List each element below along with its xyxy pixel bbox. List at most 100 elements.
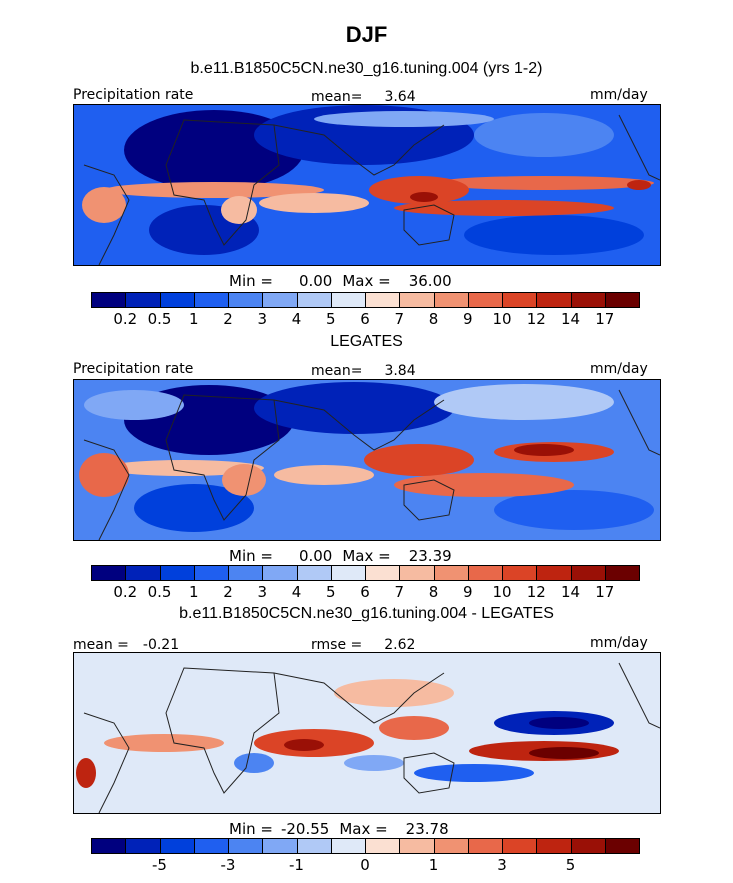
colorbar-swatch: [91, 565, 127, 581]
panel2-spcz: [394, 473, 574, 497]
obs-panel-title: LEGATES: [330, 333, 403, 350]
colorbar-tick-label: 12: [526, 310, 546, 328]
panel1-mean: mean= 3.64: [311, 89, 416, 105]
colorbar-swatch: [125, 838, 161, 854]
panel3-indian-negative: [344, 755, 404, 771]
panel3-coast-south-america: [83, 712, 130, 813]
colorbar-swatch: [228, 838, 264, 854]
panel3-rmse: rmse = 2.62: [311, 637, 415, 653]
panel3-maritime-positive: [379, 716, 449, 740]
colorbar-swatch: [570, 292, 606, 308]
colorbar-swatch: [91, 838, 127, 854]
panel1-amazon: [82, 187, 126, 223]
colorbar-swatch: [536, 292, 572, 308]
panel3-map: [73, 652, 661, 814]
colorbar-tick-label: 14: [560, 583, 581, 601]
panel2-mean-label: mean=: [311, 363, 363, 379]
panel2-north-pacific: [434, 384, 614, 420]
colorbar-swatch: [365, 292, 401, 308]
panel2-mean-value: 3.84: [384, 363, 416, 379]
colorbar-swatch: [330, 292, 366, 308]
colorbar-tick-label: 4: [291, 310, 302, 328]
panel2-map: [73, 379, 661, 541]
panel2-minmax: Min = 0.00 Max = 23.39: [229, 547, 452, 565]
colorbar-tick-label: -5: [152, 856, 167, 874]
panel3-map-svg: [74, 653, 660, 813]
panel1-minmax: Min = 0.00 Max = 36.00: [229, 272, 452, 290]
panel1-max-label: Max =: [342, 272, 391, 290]
panel1-maritime-continent: [369, 176, 469, 204]
colorbar-swatch: [193, 838, 229, 854]
colorbar-swatch: [467, 838, 503, 854]
panel1-itcz-pacific: [434, 176, 654, 190]
colorbar-swatch: [296, 565, 332, 581]
panel1-dry-pacific: [464, 215, 644, 255]
panel2-coast-africa: [165, 394, 280, 521]
panel2-max-value: 23.39: [408, 547, 452, 565]
colorbar-swatch: [502, 292, 538, 308]
colorbar-tick-label: -1: [289, 856, 304, 874]
panel3-itcz-max: [529, 747, 599, 759]
panel2-coast-north-america: [618, 389, 660, 456]
colorbar-swatch: [228, 292, 264, 308]
panel3-units: mm/day: [590, 635, 648, 651]
panel2-maritime-continent: [364, 444, 474, 476]
panel3-atlantic-positive: [104, 734, 224, 752]
colorbar-swatch: [570, 838, 606, 854]
colorbar-tick-label: 1: [188, 583, 199, 601]
panel2-min-value: 0.00: [298, 547, 333, 565]
colorbar-swatch: [536, 838, 572, 854]
colorbar-tick-label: 4: [291, 583, 302, 601]
colorbar-tick-label: 10: [492, 310, 512, 328]
colorbar-swatch: [262, 292, 298, 308]
panel1-mid-north-pacific: [474, 113, 614, 157]
colorbar-swatch: [262, 565, 298, 581]
panel1-mean-label: mean=: [311, 89, 363, 105]
panel2-itcz-max: [514, 444, 574, 456]
panel2-mean: mean= 3.84: [311, 363, 416, 379]
panel1-indian-ocean: [259, 193, 369, 213]
panel1-map: [73, 104, 661, 266]
colorbar-swatch: [399, 292, 435, 308]
colorbar-swatch: [433, 292, 469, 308]
colorbar-tick-label: 3: [497, 856, 507, 874]
panel2-coast-south-america: [83, 439, 130, 540]
colorbar-swatch: [502, 838, 538, 854]
colorbar-swatch: [467, 565, 503, 581]
panel2-amazon: [79, 453, 129, 497]
colorbar-tick-label: 5: [565, 856, 576, 874]
panel1-coast-north-america: [618, 114, 660, 181]
panel2-coast-australia: [403, 479, 455, 521]
panel1-min-value: 0.00: [298, 272, 333, 290]
colorbar-swatch: [433, 565, 469, 581]
panel3-mean-label: mean =: [73, 637, 129, 653]
panel1-coast-asia: [273, 124, 445, 176]
colorbar-swatch: [91, 292, 127, 308]
panel2-north-atlantic: [84, 390, 184, 420]
panel2-indian-ocean: [274, 465, 374, 485]
panel3-rmse-label: rmse =: [311, 637, 363, 653]
colorbar-tick-label: 14: [560, 310, 581, 328]
colorbar-tick-label: 8: [428, 310, 439, 328]
panel2-max-label: Max =: [342, 547, 391, 565]
panel3-mean: mean = -0.21: [73, 637, 179, 653]
panel1-coast-south-america: [83, 164, 130, 265]
colorbar-tick-label: 3: [257, 310, 268, 328]
colorbar-tick-label: -3: [220, 856, 236, 874]
colorbar-swatch: [365, 565, 401, 581]
colorbar-tick-label: 9: [462, 310, 473, 328]
panel2-dry-asia: [254, 382, 454, 434]
colorbar-tick-label: 5: [325, 583, 336, 601]
colorbar-swatch: [604, 292, 640, 308]
colorbar-swatch: [330, 838, 366, 854]
panel3-coast-africa: [165, 667, 280, 794]
panel1-itcz-atlantic: [104, 182, 324, 198]
panel2-dry-pacific: [494, 490, 654, 530]
colorbar-tick-label: 17: [595, 310, 615, 328]
colorbar-swatch: [193, 292, 229, 308]
panel2-itcz-atlantic: [104, 460, 264, 476]
panel3-north-positive: [334, 679, 454, 707]
panel3-indian-max: [284, 739, 324, 751]
colorbar-swatch: [365, 838, 401, 854]
colorbar-tick-label: 0.2: [113, 583, 138, 601]
